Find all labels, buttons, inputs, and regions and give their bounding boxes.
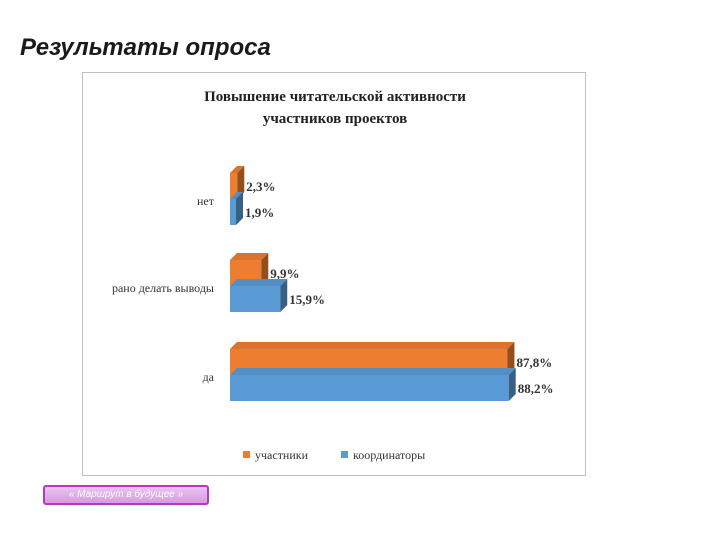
data-label: 88,2%	[518, 381, 554, 396]
bar-top-face	[230, 279, 288, 286]
chart-frame: Повышение читательской активности участн…	[82, 72, 586, 476]
bar-coordinators	[230, 199, 237, 225]
legend-swatch	[243, 451, 250, 458]
bar-top-face	[230, 253, 269, 260]
footer-tag: « Маршрут в будущее »	[43, 485, 209, 505]
legend-label: координаторы	[353, 448, 425, 462]
slide-title: Результаты опроса	[20, 34, 271, 61]
bar-top-face	[230, 342, 515, 349]
chart-title-line-2: участников проектов	[263, 111, 407, 127]
data-label: 1,9%	[245, 205, 274, 220]
data-label: 2,3%	[246, 179, 275, 194]
bar-top-face	[230, 166, 245, 173]
bar-top-face	[230, 192, 244, 199]
category-label: рано делать выводы	[112, 281, 214, 295]
bar-side-face	[508, 368, 516, 401]
bar-group: нет 2,3% 1,9% рано делать выводы 9,9% 15,9% да…	[112, 166, 554, 401]
legend-label: участники	[255, 448, 309, 462]
legend: участники координаторы	[243, 448, 425, 462]
category-label: да	[203, 370, 215, 384]
bar-side-face	[237, 166, 245, 199]
category-label: нет	[197, 194, 215, 208]
data-label: 9,9%	[270, 266, 299, 281]
bar-side-face	[507, 342, 515, 375]
bar-side-face	[236, 192, 244, 225]
bar-coordinators	[230, 375, 509, 401]
bar-side-face	[261, 253, 269, 286]
legend-swatch	[341, 451, 348, 458]
chart-svg: Повышение читательской активности участн…	[112, 89, 554, 462]
chart-title-line-1: Повышение читательской активности	[204, 89, 466, 105]
bar-coordinators	[230, 286, 281, 312]
data-label: 87,8%	[516, 355, 552, 370]
bar-participants	[230, 173, 238, 199]
data-label: 15,9%	[289, 292, 325, 307]
bar-top-face	[230, 368, 516, 375]
bar-side-face	[280, 279, 288, 312]
